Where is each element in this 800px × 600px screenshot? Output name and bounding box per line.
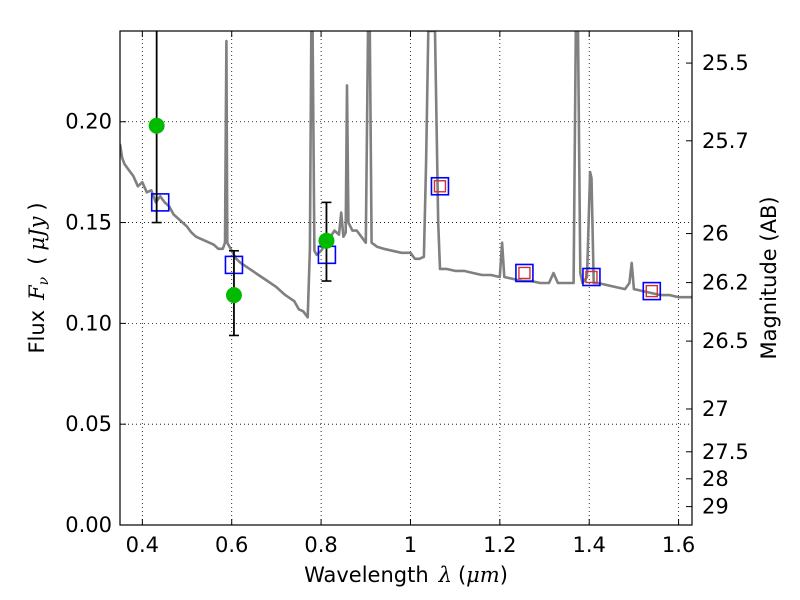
x-ticks: 0.4 0.6 0.8 1 1.2 1.4 1.6 <box>126 31 695 557</box>
y2-tick-label: 26 <box>702 222 729 246</box>
y-ticks: 0.00 0.05 0.10 0.15 0.20 <box>65 110 126 537</box>
observed-point <box>318 232 335 249</box>
y2-tick-label: 29 <box>702 495 729 519</box>
y-tick-label: 0.15 <box>65 211 112 235</box>
x-axis-label: Wavelength λ (μm) <box>304 563 508 587</box>
y-tick-label: 0.00 <box>65 513 112 537</box>
y-axis-label: FluxFν(μJy) <box>25 202 52 353</box>
spectrum-layer <box>120 31 692 319</box>
x-tick-label: 0.4 <box>126 533 159 557</box>
y2-tick-label: 27 <box>702 397 729 421</box>
y2-tick-label: 27.5 <box>702 440 749 464</box>
y-tick-label: 0.05 <box>65 412 112 436</box>
y-tick-label: 0.20 <box>65 110 112 134</box>
model-point-square <box>430 176 450 196</box>
model-point-inner-square <box>518 266 531 280</box>
y2-ticks: 25.5 25.7 26 26.2 26.5 27 27.5 28 29 <box>686 51 749 519</box>
model-point-square <box>515 263 534 283</box>
x-tick-label: 1.2 <box>483 533 516 557</box>
y2-tick-label: 25.7 <box>702 129 749 153</box>
y-tick-label: 0.10 <box>65 311 112 335</box>
x-tick-label: 1.6 <box>662 533 695 557</box>
y2-tick-label: 26.2 <box>702 271 749 295</box>
x-tick-label: 0.6 <box>215 533 248 557</box>
y2-tick-label: 26.5 <box>702 329 749 353</box>
plot-frame <box>119 30 693 526</box>
model-point-inner-square <box>433 180 447 193</box>
model-point-square <box>642 281 662 301</box>
model-point-inner-square <box>585 270 598 284</box>
marker-layer <box>148 31 662 337</box>
model-point-inner-square <box>645 284 658 298</box>
observed-point <box>148 117 165 134</box>
x-tick-label: 1 <box>404 533 417 557</box>
y2-axis-label: Magnitude (AB) <box>757 196 781 359</box>
model-point-square <box>582 267 601 287</box>
observed-point <box>225 287 242 304</box>
grid <box>120 31 692 526</box>
model-point-square <box>150 193 170 212</box>
x-tick-label: 1.4 <box>573 533 606 557</box>
y2-tick-label: 25.5 <box>702 51 749 75</box>
x-tick-label: 0.8 <box>304 533 337 557</box>
y2-tick-label: 28 <box>702 467 729 491</box>
spectrum-line <box>120 31 692 319</box>
